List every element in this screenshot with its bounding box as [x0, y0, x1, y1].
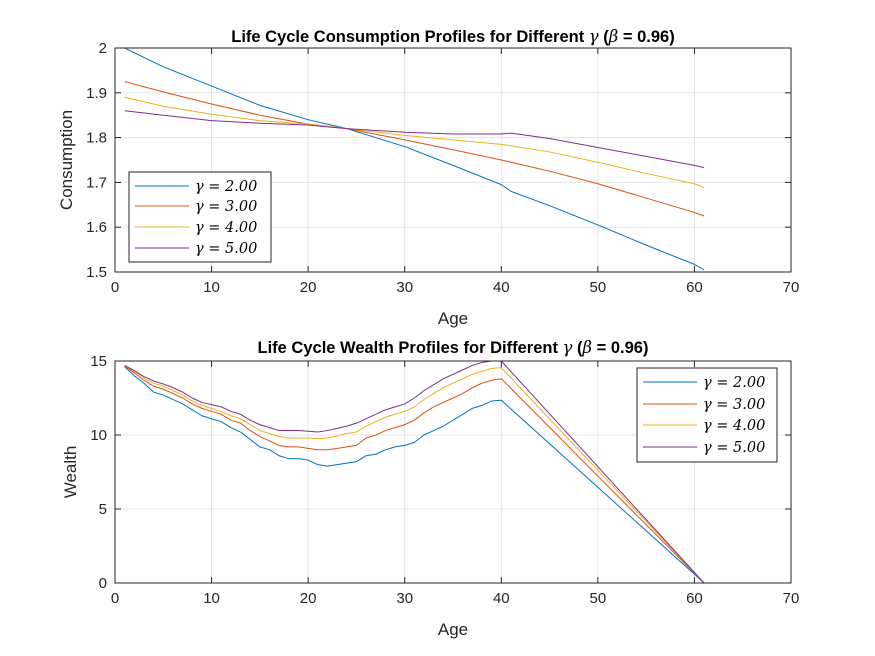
legend-box — [128, 171, 272, 263]
y-tick-label: 1.8 — [86, 130, 107, 147]
wealth-subplot: Life Cycle Wealth Profiles for Different… — [61, 338, 799, 639]
legend-label-gamma-2: γ = 2.00 — [703, 375, 765, 391]
legend-label-gamma-5: γ = 5.00 — [195, 241, 257, 257]
legend-label-gamma-2: γ = 2.00 — [195, 179, 257, 195]
consumption-legend: γ = 2.00 γ = 3.00 γ = 4.00 γ = 5.00 — [128, 171, 272, 263]
consumption-subplot: Life Cycle Consumption Profiles for Diff… — [57, 27, 799, 328]
series-line-gamma-2 — [124, 366, 705, 584]
y-tick-label: 1.7 — [86, 174, 107, 191]
x-tick-label: 0 — [111, 279, 119, 296]
x-tick-label: 30 — [396, 590, 413, 607]
series-line-gamma-5 — [124, 110, 705, 169]
consumption-axes-box — [114, 47, 792, 273]
y-tick-label: 1.6 — [86, 219, 107, 236]
wealth-chart-title: Life Cycle Wealth Profiles for Different… — [258, 338, 649, 357]
series-line-gamma-2 — [124, 47, 705, 271]
legend-box — [636, 367, 778, 463]
x-tick-label: 70 — [783, 590, 800, 607]
legend-label-gamma-4: γ = 4.00 — [195, 220, 257, 236]
y-tick-label: 0 — [99, 575, 107, 592]
x-tick-label: 50 — [590, 279, 607, 296]
y-tick-label: 10 — [90, 427, 107, 444]
x-tick-label: 40 — [493, 279, 510, 296]
x-tick-label: 70 — [783, 279, 800, 296]
x-tick-label: 0 — [111, 590, 119, 607]
x-tick-label: 10 — [203, 279, 220, 296]
consumption-tick-labels: 0 10 20 30 40 50 60 70 1.5 1.6 1.7 1.8 1.9 2 — [86, 40, 799, 296]
wealth-ticks — [114, 360, 792, 584]
wealth-y-axis-label: Wealth — [61, 446, 80, 499]
y-tick-label: 15 — [90, 353, 107, 370]
x-tick-label: 40 — [493, 590, 510, 607]
y-tick-label: 1.9 — [86, 85, 107, 102]
wealth-legend: γ = 2.00 γ = 3.00 γ = 4.00 γ = 5.00 — [636, 367, 778, 463]
consumption-y-axis-label: Consumption — [57, 110, 76, 210]
x-tick-label: 20 — [300, 279, 317, 296]
y-tick-label: 5 — [99, 501, 107, 518]
consumption-series-group — [124, 47, 705, 271]
series-line-gamma-3 — [124, 365, 705, 584]
series-line-gamma-4 — [124, 365, 705, 584]
x-tick-label: 60 — [686, 279, 703, 296]
x-tick-label: 60 — [686, 590, 703, 607]
legend-label-gamma-3: γ = 3.00 — [195, 199, 257, 215]
x-tick-label: 30 — [396, 279, 413, 296]
series-line-gamma-3 — [124, 81, 705, 217]
consumption-x-axis-label: Age — [438, 309, 468, 328]
wealth-series-group — [124, 360, 705, 584]
legend-label-gamma-5: γ = 5.00 — [703, 440, 765, 456]
y-tick-label: 1.5 — [86, 264, 107, 281]
legend-label-gamma-4: γ = 4.00 — [703, 418, 765, 434]
consumption-ticks — [114, 47, 792, 273]
legend-label-gamma-3: γ = 3.00 — [703, 397, 765, 413]
x-tick-label: 50 — [590, 590, 607, 607]
series-line-gamma-4 — [124, 96, 705, 189]
x-tick-label: 10 — [203, 590, 220, 607]
x-tick-label: 20 — [300, 590, 317, 607]
wealth-x-axis-label: Age — [438, 620, 468, 639]
wealth-tick-labels: 0 10 20 30 40 50 60 70 0 5 10 15 — [90, 353, 799, 607]
consumption-chart-title: Life Cycle Consumption Profiles for Diff… — [231, 27, 674, 46]
series-line-gamma-5 — [124, 360, 705, 584]
y-tick-label: 2 — [99, 40, 107, 57]
wealth-axes-box — [114, 360, 792, 584]
